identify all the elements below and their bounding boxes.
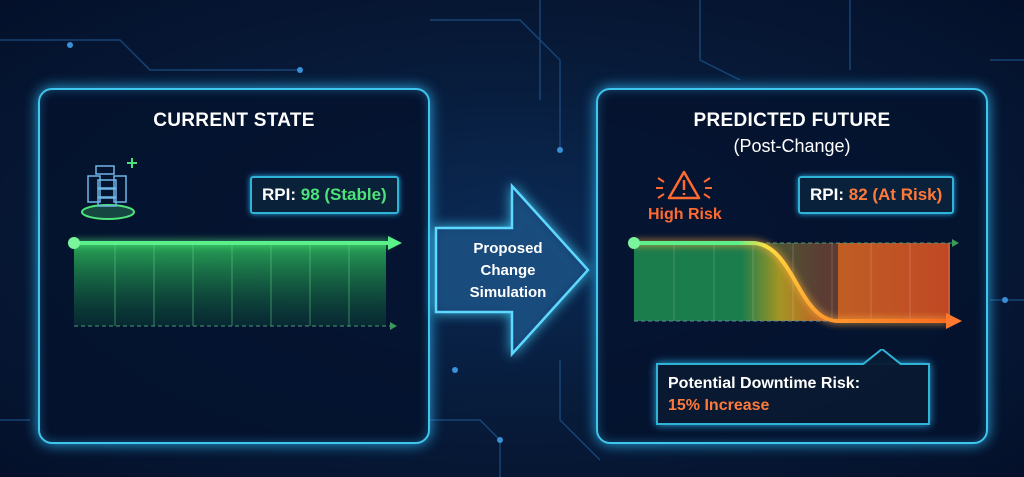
downtime-risk-callout: Potential Downtime Risk: 15% Increase (656, 363, 930, 425)
rpi-label: RPI: (262, 185, 296, 204)
risk-trend-chart (628, 237, 962, 329)
rpi-value: 98 (Stable) (300, 185, 387, 204)
rpi-current-badge: RPI: 98 (Stable) (250, 176, 399, 214)
callout-value: 15% Increase (668, 397, 770, 414)
rpi-label: RPI: (810, 185, 844, 204)
predicted-future-subtitle: (Post-Change) (733, 136, 851, 156)
rpi-future-badge: RPI: 82 (At Risk) (798, 176, 955, 214)
rpi-value: 82 (At Risk) (848, 185, 943, 204)
stable-trend-chart (68, 236, 402, 330)
high-risk-label: High Risk (648, 206, 722, 223)
predicted-future-title: PREDICTED FUTURE (693, 110, 891, 131)
callout-pointer (862, 349, 902, 365)
transition-line: Proposed (473, 240, 543, 257)
stable-area (74, 243, 386, 326)
predicted-future-panel: PREDICTED FUTURE (Post-Change) High Risk… (596, 88, 988, 444)
current-state-panel: CURRENT STATE RPI: 98 (Stable) (38, 88, 430, 444)
server-icon (81, 158, 137, 220)
callout-label: Potential Downtime Risk: (668, 375, 861, 392)
warning-icon (656, 170, 712, 200)
current-state-title: CURRENT STATE (153, 110, 315, 131)
transition-line: Simulation (469, 284, 547, 301)
transition-line: Change (480, 262, 536, 279)
transition-label: Proposed Change Simulation (448, 238, 568, 304)
risk-line (634, 241, 948, 323)
